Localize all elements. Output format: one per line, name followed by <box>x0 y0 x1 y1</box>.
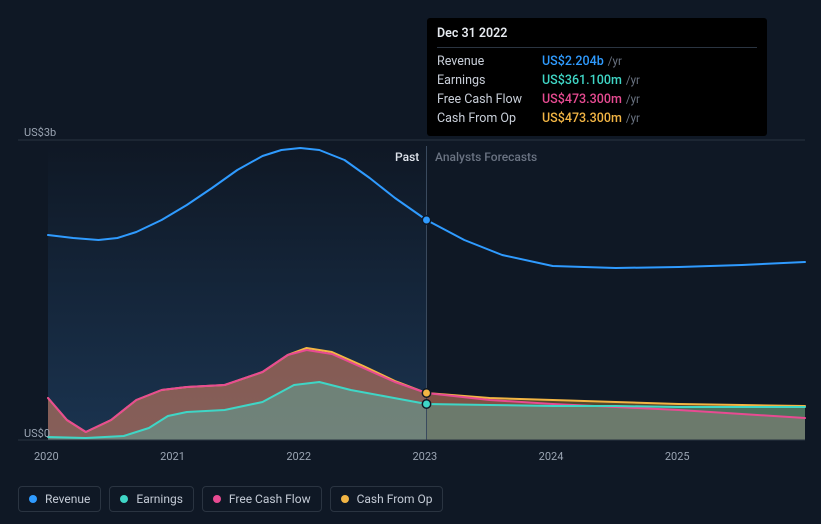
financial-chart: US$3b US$0 Past Analysts Forecasts 2020 2… <box>0 0 821 524</box>
tooltip-row: RevenueUS$2.204b/yr <box>437 52 757 71</box>
tooltip-value: US$473.300m <box>542 111 622 126</box>
tooltip-label: Cash From Op <box>437 111 542 126</box>
tooltip-unit: /yr <box>626 92 640 106</box>
legend-item[interactable]: Revenue <box>18 486 101 512</box>
x-axis-tick: 2020 <box>34 450 59 463</box>
tooltip-unit: /yr <box>626 73 640 87</box>
x-axis-tick: 2025 <box>665 450 690 463</box>
y-axis-min-label: US$0 <box>24 427 50 440</box>
legend-dot-icon <box>341 495 349 503</box>
tooltip-row: Cash From OpUS$473.300m/yr <box>437 109 757 128</box>
x-axis-tick: 2023 <box>413 450 438 463</box>
legend-dot-icon <box>29 495 37 503</box>
legend-label: Cash From Op <box>357 492 433 506</box>
tooltip-label: Free Cash Flow <box>437 92 542 107</box>
tooltip-value: US$2.204b <box>542 54 604 69</box>
tooltip-unit: /yr <box>608 54 622 68</box>
tooltip-label: Earnings <box>437 73 542 88</box>
legend-label: Free Cash Flow <box>229 492 311 506</box>
legend-dot-icon <box>120 495 128 503</box>
legend-item[interactable]: Earnings <box>109 486 194 512</box>
tooltip-value: US$473.300m <box>542 92 622 107</box>
y-axis-max-label: US$3b <box>24 126 56 139</box>
tooltip-row: EarningsUS$361.100m/yr <box>437 71 757 90</box>
tooltip-unit: /yr <box>626 111 640 125</box>
tooltip-date: Dec 31 2022 <box>437 26 757 48</box>
chart-tooltip: Dec 31 2022 RevenueUS$2.204b/yrEarningsU… <box>427 18 767 136</box>
forecast-section-label: Analysts Forecasts <box>435 150 537 164</box>
tooltip-label: Revenue <box>437 54 542 69</box>
tooltip-row: Free Cash FlowUS$473.300m/yr <box>437 90 757 109</box>
tooltip-value: US$361.100m <box>542 73 622 88</box>
legend-label: Revenue <box>45 492 90 506</box>
legend-item[interactable]: Free Cash Flow <box>202 486 322 512</box>
x-axis-tick: 2021 <box>160 450 185 463</box>
legend-dot-icon <box>213 495 221 503</box>
legend-item[interactable]: Cash From Op <box>330 486 444 512</box>
legend-label: Earnings <box>136 492 183 506</box>
past-section-label: Past <box>395 150 419 164</box>
x-axis-tick: 2022 <box>286 450 311 463</box>
legend: Revenue Earnings Free Cash Flow Cash From O… <box>18 486 443 512</box>
x-axis-tick: 2024 <box>539 450 564 463</box>
